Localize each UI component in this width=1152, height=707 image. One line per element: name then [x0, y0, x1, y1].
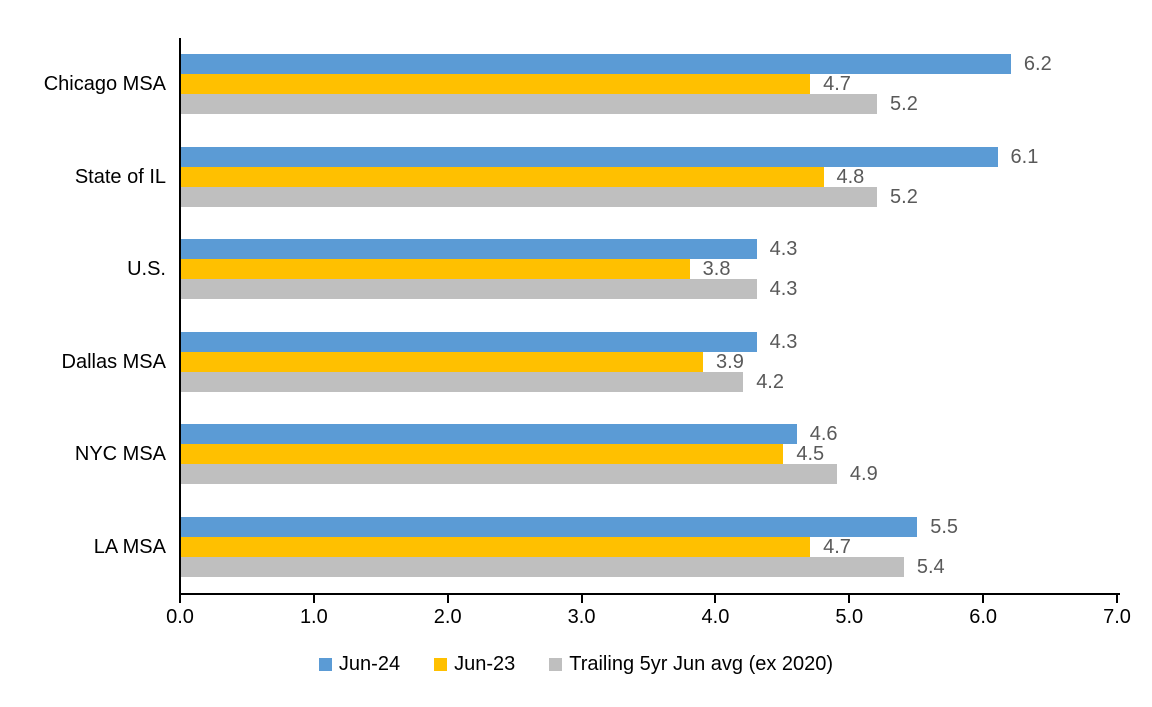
x-tick [714, 595, 717, 603]
category-label: Dallas MSA [61, 350, 166, 373]
legend-swatch-icon [549, 657, 563, 671]
value-label: 4.5 [796, 443, 825, 466]
x-axis-line [179, 593, 1120, 595]
x-tick-label: 0.0 [166, 606, 194, 628]
category-label: U.S. [127, 258, 166, 281]
category-label: Chicago MSA [43, 73, 166, 96]
category-label: State of IL [74, 165, 166, 188]
value-label: 4.7 [823, 535, 851, 558]
bar-trailing-5yr-jun-avg-ex-2020- [181, 464, 837, 485]
bar-jun-24 [181, 239, 757, 260]
x-tick-label: 7.0 [1103, 606, 1131, 628]
bar-jun-24 [181, 54, 1011, 75]
bar-jun-24 [181, 424, 797, 445]
bar-jun-23 [181, 166, 824, 187]
legend: Jun-24 Jun-23 Trailing 5yr Jun avg (ex 202… [0, 648, 1152, 680]
x-tick-label: 2.0 [433, 606, 462, 628]
value-label: 6.2 [1023, 53, 1052, 76]
legend-swatch-icon [318, 657, 332, 671]
x-tick-label: 5.0 [835, 606, 864, 628]
bar-trailing-5yr-jun-avg-ex-2020- [181, 556, 904, 577]
x-tick [312, 595, 315, 603]
x-tick [580, 595, 583, 603]
x-tick [1116, 595, 1118, 603]
x-tick [179, 595, 181, 603]
bar-jun-23 [181, 444, 784, 465]
bar-jun-24 [181, 146, 998, 167]
x-tick [848, 595, 851, 603]
value-label: 5.2 [890, 185, 918, 208]
value-label: 3.8 [702, 258, 731, 281]
bar-trailing-5yr-jun-avg-ex-2020- [181, 94, 878, 115]
value-label: 4.2 [756, 370, 784, 393]
category-label: LA MSA [93, 535, 166, 558]
value-label: 4.3 [769, 278, 798, 301]
bar-jun-23 [181, 74, 811, 95]
legend-label: Jun-24 [338, 652, 401, 675]
bar-jun-23 [181, 259, 690, 280]
legend-item: Jun-24 [318, 652, 401, 676]
bar-jun-23 [181, 536, 811, 557]
value-label: 3.9 [716, 350, 744, 373]
value-label: 5.5 [930, 515, 959, 538]
bar-trailing-5yr-jun-avg-ex-2020- [181, 279, 757, 300]
x-tick [446, 595, 449, 603]
y-axis-line [179, 38, 181, 595]
x-tick-label: 4.0 [701, 606, 730, 628]
bar-jun-24 [181, 516, 918, 537]
x-tick-label: 3.0 [567, 606, 596, 628]
legend-item: Trailing 5yr Jun avg (ex 2020) [549, 653, 833, 676]
category-label: NYC MSA [74, 443, 166, 466]
bar-jun-24 [181, 331, 757, 352]
legend-label: Trailing 5yr Jun avg (ex 2020) [569, 652, 834, 675]
legend-item: Jun-23 [434, 653, 515, 676]
value-label: 4.7 [823, 73, 851, 96]
legend-label: Jun-23 [454, 652, 516, 675]
value-label: 5.4 [916, 555, 945, 578]
value-label: 4.6 [809, 423, 838, 446]
value-label: 4.8 [836, 165, 865, 188]
bar-trailing-5yr-jun-avg-ex-2020- [181, 186, 878, 207]
value-label: 4.3 [769, 238, 798, 261]
bar-trailing-5yr-jun-avg-ex-2020- [181, 371, 744, 392]
value-label: 4.3 [769, 330, 798, 353]
bar-jun-23 [181, 351, 704, 372]
value-label: 4.9 [849, 463, 878, 486]
value-label: 5.2 [890, 93, 918, 116]
x-tick-label: 1.0 [299, 606, 328, 628]
x-tick-label: 6.0 [969, 606, 998, 628]
value-label: 6.1 [1010, 145, 1039, 168]
x-tick [982, 595, 985, 603]
legend-swatch-icon [434, 657, 448, 671]
